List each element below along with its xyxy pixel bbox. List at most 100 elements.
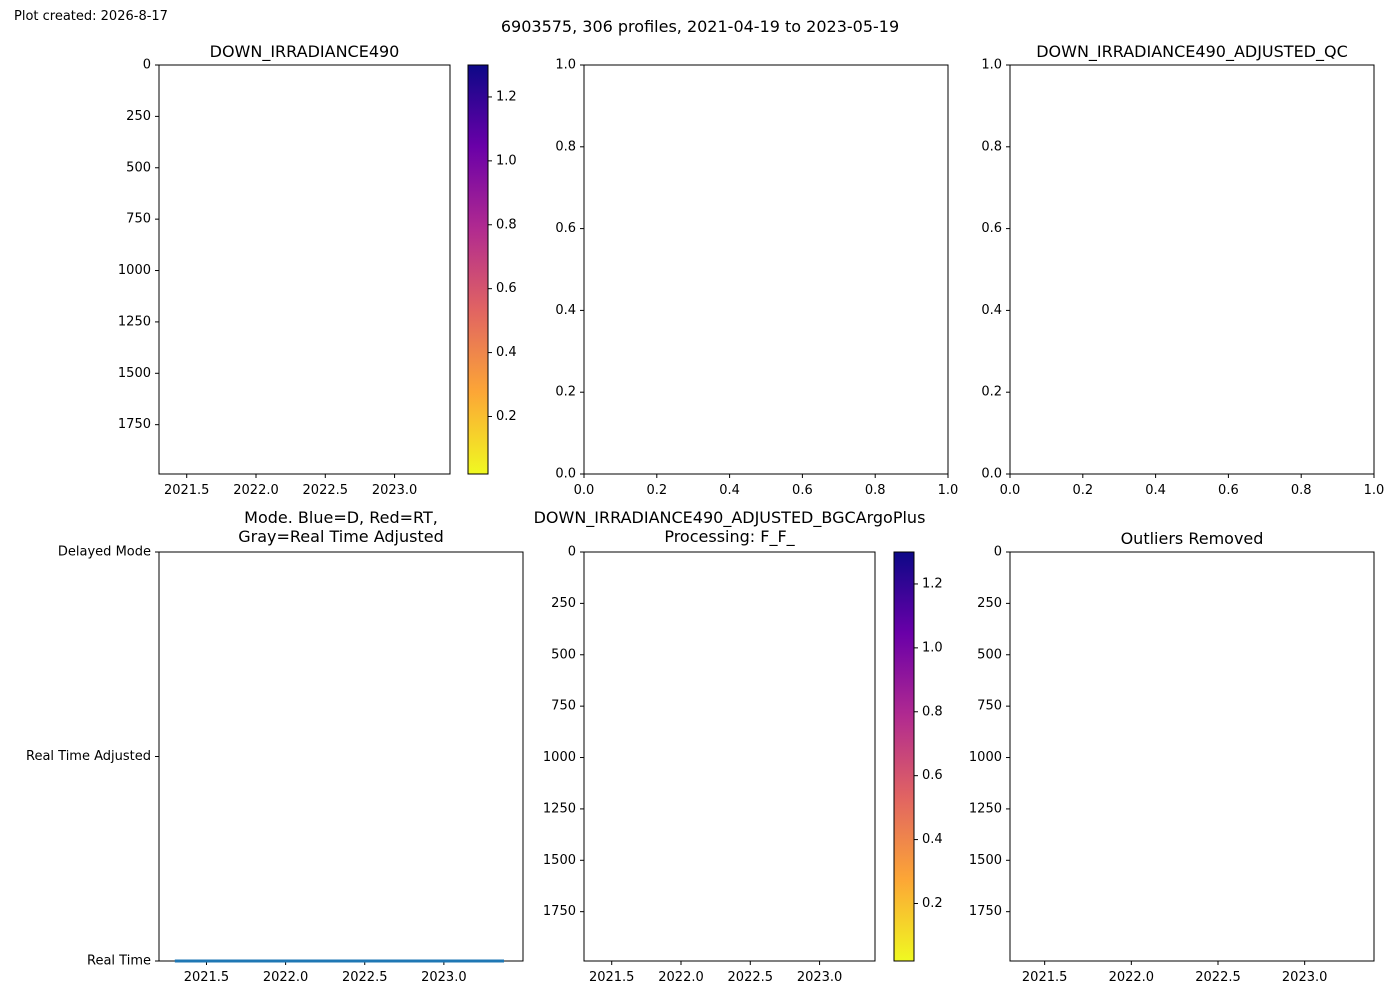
y-tick-label: 1750 [543,904,576,919]
panel-title: DOWN_IRRADIANCE490 [210,42,400,62]
y-tick-label: 750 [126,212,151,227]
y-tick-label: 0.4 [555,303,576,318]
y-tick-label: 1.0 [981,58,1002,73]
y-tick-label: 0.8 [555,139,576,154]
colorbar-tick-label: 0.6 [922,768,943,783]
y-tick-label: 1250 [118,314,151,329]
x-tick-label: 2022.0 [1109,970,1155,985]
y-tick-label: 250 [551,596,576,611]
colorbar-gradient [893,551,915,962]
y-tick-label: 500 [977,647,1002,662]
plot-created-label: Plot created: 2026-8-17 [14,9,168,24]
x-tick-label: 2022.5 [728,970,774,985]
y-tick-label: 1000 [543,750,576,765]
y-tick-label: 0 [143,58,151,73]
y-tick-label: Real Time Adjusted [26,749,151,764]
colorbar: 0.2 0.4 0.6 0.8 1.0 1.2 [467,64,517,475]
panel-title: Outliers Removed [1121,529,1264,548]
panel-title: DOWN_IRRADIANCE490_ADJUSTED_QC [1036,42,1348,62]
x-tick-label: 2022.5 [1195,970,1241,985]
panel-p1: DOWN_IRRADIANCE490 2021.5 2022.0 2022.5 2023… [118,42,517,498]
plot-area [1009,64,1375,475]
x-tick-label: 2022.0 [658,970,704,985]
y-tick-label: 250 [977,596,1002,611]
y-tick-label: Real Time [87,954,151,969]
y-tick-label: 1.0 [555,58,576,73]
x-tick-label: 2022.0 [263,970,309,985]
y-tick-label: 1000 [969,750,1002,765]
x-tick-label: 2021.5 [184,970,230,985]
x-tick-label: 0.0 [1000,483,1021,498]
panel-p2: 0.0 0.2 0.4 0.6 0.8 1.0 0.0 0.2 0.4 0.6 0.8 1.0 [555,58,958,499]
y-tick-label: 0 [994,545,1002,560]
plot-area [1009,551,1375,962]
x-tick-label: 0.2 [646,483,667,498]
plot-area [583,551,876,962]
panel-p4: Mode. Blue=D, Red=RT,Gray=Real Time Adju… [26,508,524,985]
x-tick-label: 2022.0 [233,483,279,498]
y-tick-label: 0.2 [981,385,1002,400]
x-tick-label: 2021.5 [1022,970,1068,985]
y-tick-label: 0.0 [555,467,576,482]
y-tick-label: 750 [977,699,1002,714]
y-tick-label: 1250 [543,801,576,816]
colorbar-tick-label: 0.4 [922,832,943,847]
colorbar-tick-label: 0.4 [496,345,517,360]
y-tick-label: Delayed Mode [58,545,151,560]
x-tick-label: 2023.0 [1282,970,1328,985]
panel-title: Processing: F_F_ [664,527,795,547]
plot-area [583,64,949,475]
y-tick-label: 500 [551,647,576,662]
colorbar: 0.2 0.4 0.6 0.8 1.0 1.2 [893,551,943,962]
x-tick-label: 0.6 [792,483,813,498]
y-tick-label: 0.0 [981,467,1002,482]
x-tick-label: 2021.5 [164,483,210,498]
panel-p6: Outliers Removed 2021.5 2022.0 2022.5 2023.0… [969,529,1375,985]
plot-area [158,64,451,475]
x-tick-label: 0.8 [1291,483,1312,498]
y-tick-label: 1500 [969,853,1002,868]
x-tick-label: 1.0 [938,483,959,498]
y-tick-label: 750 [551,699,576,714]
y-tick-label: 0.6 [981,221,1002,236]
y-tick-label: 0 [568,545,576,560]
x-tick-label: 2022.5 [342,970,388,985]
x-tick-label: 2023.0 [372,483,418,498]
x-tick-label: 0.8 [865,483,886,498]
panel-title: Gray=Real Time Adjusted [238,527,444,546]
panel-title: DOWN_IRRADIANCE490_ADJUSTED_BGCArgoPlus [534,508,926,528]
y-tick-label: 0.8 [981,139,1002,154]
x-tick-label: 2021.5 [589,970,635,985]
y-tick-label: 0.6 [555,221,576,236]
x-tick-label: 0.6 [1218,483,1239,498]
y-tick-label: 0.4 [981,303,1002,318]
panel-title: Mode. Blue=D, Red=RT, [244,508,438,527]
plot-area [158,551,524,962]
y-tick-label: 250 [126,109,151,124]
colorbar-tick-label: 0.8 [496,217,517,232]
y-tick-label: 1500 [118,366,151,381]
x-tick-label: 2022.5 [303,483,349,498]
y-tick-label: 1750 [118,417,151,432]
colorbar-tick-label: 0.6 [496,281,517,296]
y-tick-label: 0.2 [555,385,576,400]
colorbar-tick-label: 0.2 [922,896,943,911]
x-tick-label: 0.2 [1072,483,1093,498]
colorbar-tick-label: 1.2 [496,89,517,104]
x-tick-label: 0.0 [574,483,595,498]
x-tick-label: 0.4 [1145,483,1166,498]
colorbar-gradient [467,64,489,475]
figure-suptitle: 6903575, 306 profiles, 2021-04-19 to 202… [501,17,899,36]
x-tick-label: 2023.0 [797,970,843,985]
panel-p5: DOWN_IRRADIANCE490_ADJUSTED_BGCArgoPlusP… [534,508,943,985]
x-tick-label: 0.4 [719,483,740,498]
y-tick-label: 500 [126,160,151,175]
y-tick-label: 1250 [969,801,1002,816]
colorbar-tick-label: 1.2 [922,576,943,591]
x-tick-label: 2023.0 [421,970,467,985]
x-tick-label: 1.0 [1364,483,1385,498]
colorbar-tick-label: 0.8 [922,704,943,719]
y-tick-label: 1500 [543,853,576,868]
colorbar-tick-label: 0.2 [496,409,517,424]
